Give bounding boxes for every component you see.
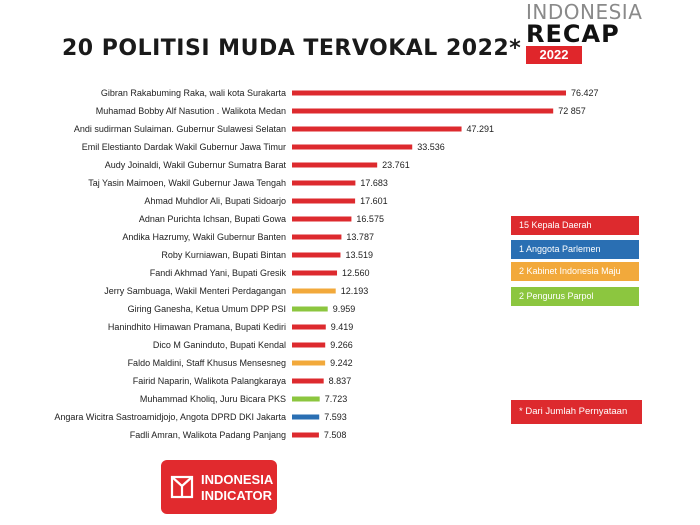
category-label: Fairid Naparin, Walikota Palangkaraya (133, 376, 286, 386)
category-label: Taj Yasin Maimoen, Wakil Gubernur Jawa T… (88, 178, 286, 188)
category-label: Andi sudirman Sulaiman. Gubernur Sulawes… (74, 124, 286, 134)
bar (292, 198, 356, 204)
category-label: Andika Hazrumy, Wakil Gubernur Banten (122, 232, 286, 242)
box-logo-icon (170, 475, 194, 499)
category-label: Muhamad Bobby Alf Nasution . Walikota Me… (96, 106, 286, 116)
bar (292, 144, 413, 150)
legend-item-pengurus-parpol: 2 Pengurus Parpol (511, 287, 639, 306)
bar (292, 162, 378, 168)
value-label: 8.837 (329, 376, 352, 386)
category-label: Faldo Maldini, Staff Khusus Mensesneg (128, 358, 286, 368)
value-label: 72 857 (558, 106, 586, 116)
bar (292, 360, 326, 366)
value-label: 23.761 (382, 160, 410, 170)
logo-line1: INDONESIA (201, 472, 274, 487)
category-label: Dico M Ganinduto, Bupati Kendal (153, 340, 286, 350)
category-label: Fadli Amran, Walikota Padang Panjang (130, 430, 286, 440)
value-label: 9.959 (333, 304, 356, 314)
value-label: 9.242 (330, 358, 353, 368)
value-label: 12.193 (341, 286, 369, 296)
bar (292, 126, 462, 132)
category-label: Hanindhito Himawan Pramana, Bupati Kedir… (108, 322, 286, 332)
value-label: 17.683 (360, 178, 388, 188)
bar (292, 252, 341, 258)
bar (292, 234, 342, 240)
category-label: Adnan Purichta Ichsan, Bupati Gowa (139, 214, 286, 224)
bar (292, 216, 352, 222)
brand-year-badge: 2022 (526, 46, 582, 64)
bar (292, 324, 326, 330)
value-label: 7.593 (324, 412, 347, 422)
legend-item-kepala-daerah: 15 Kepala Daerah (511, 216, 639, 235)
value-label: 12.560 (342, 268, 370, 278)
category-label: Fandi Akhmad Yani, Bupati Gresik (150, 268, 287, 278)
category-label: Gibran Rakabuming Raka, wali kota Suraka… (101, 88, 286, 98)
bar (292, 288, 336, 294)
legend-item-kabinet: 2 Kabinet Indonesia Maju (511, 262, 639, 281)
category-label: Jerry Sambuaga, Wakil Menteri Perdaganga… (104, 286, 286, 296)
bar (292, 342, 326, 348)
bar (292, 108, 554, 114)
category-label: Giring Ganesha, Ketua Umum DPP PSI (128, 304, 286, 314)
value-label: 17.601 (360, 196, 388, 206)
category-label: Roby Kurniawan, Bupati Bintan (161, 250, 286, 260)
bar (292, 378, 324, 384)
value-label: 7.508 (324, 430, 347, 440)
legend-item-anggota-parlemen: 1 Anggota Parlemen (511, 240, 639, 259)
bar (292, 306, 328, 312)
category-label: Ahmad Muhdlor Ali, Bupati Sidoarjo (144, 196, 286, 206)
value-label: 33.536 (417, 142, 445, 152)
value-label: 16.575 (356, 214, 384, 224)
logo-line2: INDICATOR (201, 488, 273, 503)
value-label: 9.419 (331, 322, 354, 332)
indonesia-recap-brand: INDONESIA RECAP 2022 (522, 0, 672, 66)
footnote-badge: * Dari Jumlah Pernyataan (511, 400, 642, 424)
bar (292, 270, 338, 276)
chart-title: 20 POLITISI MUDA TERVOKAL 2022* (62, 36, 522, 61)
brand-line1: INDONESIA (526, 0, 643, 24)
bar (292, 90, 566, 96)
value-label: 9.266 (330, 340, 353, 350)
bar (292, 414, 320, 420)
value-label: 7.723 (325, 394, 348, 404)
bar (292, 180, 356, 186)
value-label: 76.427 (571, 88, 599, 98)
value-label: 13.787 (346, 232, 374, 242)
indonesia-indicator-logo: INDONESIA INDICATOR (161, 460, 277, 514)
value-label: 47.291 (467, 124, 495, 134)
category-label: Emil Elestianto Dardak Wakil Gubernur Ja… (82, 142, 286, 152)
category-label: Audy Joinaldi, Wakil Gubernur Sumatra Ba… (105, 160, 287, 170)
bar (292, 396, 320, 402)
brand-line2: RECAP (526, 20, 620, 48)
value-label: 13.519 (345, 250, 373, 260)
category-label: Muhammad Kholiq, Juru Bicara PKS (140, 394, 286, 404)
bar (292, 432, 319, 438)
category-label: Angara Wicitra Sastroamidjojo, Angota DP… (54, 412, 286, 422)
